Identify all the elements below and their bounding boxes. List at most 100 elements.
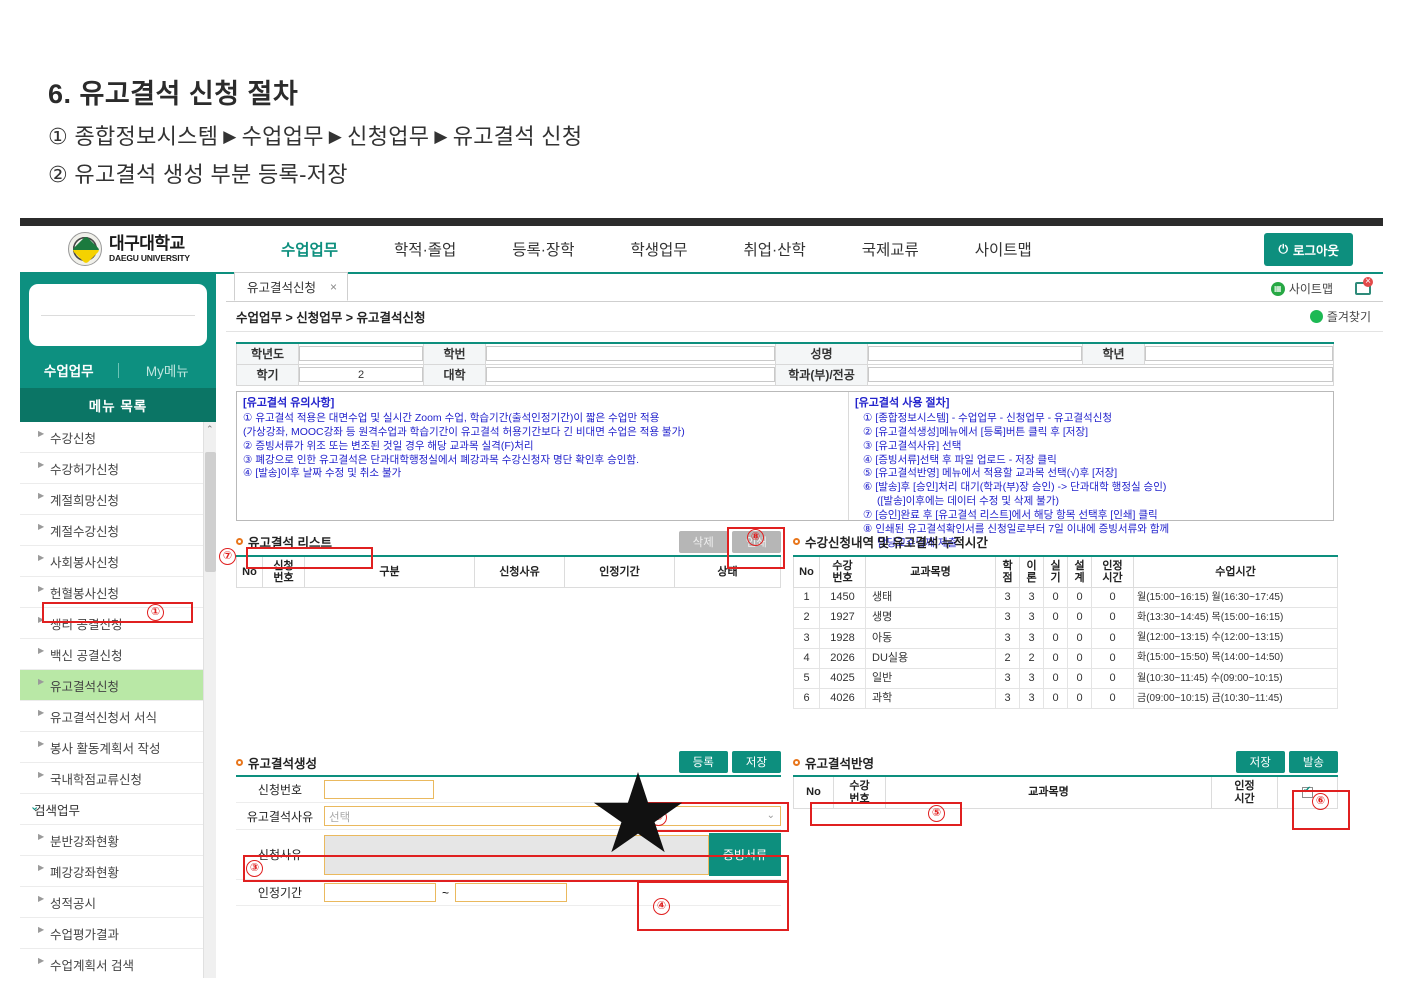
cell-classtime: 월(12:00~13:15) 수(12:00~13:15) — [1133, 627, 1338, 649]
sidebar-item-계절희망신청[interactable]: ▶ 계절희망신청 — [20, 484, 216, 515]
create-absence-section: 유고결석생성 등록 저장 신청번호 — [236, 751, 781, 907]
field-성명[interactable] — [867, 342, 1083, 365]
logout-button[interactable]: ⏻ 로그아웃 — [1264, 232, 1353, 266]
scrollbar-thumb[interactable] — [205, 452, 216, 572]
tab-divider — [117, 362, 119, 378]
th-hours: 인정시간 — [1211, 775, 1278, 809]
table-row[interactable]: 6 4026 과학 3 3 0 0 0 금(09:00~10:15) 금(10:… — [793, 688, 1338, 710]
logout-label: 로그아웃 — [1292, 243, 1339, 258]
sidebar-search-box[interactable] — [29, 284, 207, 346]
close-icon[interactable]: × — [330, 279, 338, 294]
sidebar-item-수강허가신청[interactable]: ▶ 수강허가신청 — [20, 453, 216, 484]
form-row-reason-type: 유고결석사유 선택 ⌄ — [236, 802, 781, 831]
nav-item-국제교류[interactable]: 국제교류 — [861, 242, 919, 259]
delete-button[interactable]: 삭제 — [678, 530, 728, 553]
sidebar-item-백신공결신청[interactable]: ▶ 백신 공결신청 — [20, 639, 216, 670]
field-학기[interactable]: 2 — [298, 363, 424, 386]
cell-design: 0 — [1067, 667, 1092, 690]
sidebar-item-폐강강좌현황[interactable]: ▶ 폐강강좌현황 — [20, 856, 216, 887]
input-신청번호[interactable] — [324, 780, 434, 800]
sidebar-item-유고결석신청서서식[interactable]: ▶ 유고결석신청서 서식 — [20, 701, 216, 732]
sidebar-scrollbar[interactable]: ⌃ — [203, 422, 216, 978]
sidebar-item-생리공결신청[interactable]: ▶ 생리 공결신청 — [20, 608, 216, 639]
save-button[interactable]: 저장 — [1235, 751, 1285, 774]
input-성명[interactable] — [868, 346, 1082, 362]
sidebar-item-수업계획서검색[interactable]: ▶ 수업계획서 검색 — [20, 949, 216, 978]
nav-item-사이트맵[interactable]: 사이트맵 — [974, 242, 1032, 259]
label-신청번호: 신청번호 — [236, 776, 324, 804]
input-대학[interactable] — [486, 367, 775, 382]
field-학년[interactable] — [1144, 342, 1334, 365]
sidebar-item-분반강좌현황[interactable]: ▶ 분반강좌현황 — [20, 825, 216, 856]
content-area: 학년도 학번 성명 학년 학기 2 대학 — [226, 332, 1383, 907]
period-separator: ~ — [442, 885, 450, 900]
table-row[interactable]: 4 2026 DU실용 2 2 0 0 0 화(15:00~15:50) 목(1… — [793, 647, 1338, 669]
table-row[interactable]: 3 1928 아동 3 3 0 0 0 월(12:00~13:15) 수(12:… — [793, 627, 1338, 649]
university-logo[interactable]: 대구대학교 DAEGU UNIVERSITY — [68, 232, 253, 266]
checkbox-select-all[interactable] — [1302, 785, 1313, 798]
table-row[interactable]: 1 1450 생태 3 3 0 0 0 월(15:00~16:15) 월(16:… — [793, 587, 1338, 609]
power-icon: ⏻ — [1278, 241, 1288, 256]
bullet-icon — [793, 538, 800, 545]
nav-item-학생업무[interactable]: 학생업무 — [630, 242, 688, 259]
field-학번[interactable] — [485, 342, 776, 365]
nav-item-학적졸업[interactable]: 학적·졸업 — [394, 242, 457, 259]
cell-credit: 3 — [995, 688, 1020, 710]
cell-credit: 3 — [995, 627, 1020, 649]
input-인정기간-시작[interactable] — [324, 883, 436, 903]
sitemap-link[interactable]: ▦ 사이트맵 — [1270, 280, 1333, 297]
input-학년[interactable] — [1145, 346, 1333, 362]
sidebar-item-봉사활동계획서작성[interactable]: ▶ 봉사 활동계획서 작성 — [20, 732, 216, 763]
sidebar-item-계절수강신청[interactable]: ▶ 계절수강신청 — [20, 515, 216, 546]
input-학과전공[interactable] — [868, 367, 1333, 382]
triangle-icon: ▶ — [38, 584, 45, 593]
sidebar-item-label: 계절희망신청 — [50, 493, 120, 508]
th-status: 상태 — [674, 554, 781, 589]
send-button[interactable]: 발송 — [1288, 751, 1338, 774]
table-row[interactable]: 5 4025 일반 3 3 0 0 0 월(10:30~11:45) 수(09:… — [793, 667, 1338, 690]
triangle-icon: ▶ — [38, 832, 45, 841]
input-신청사유[interactable] — [324, 834, 709, 875]
close-all-windows-icon[interactable] — [1355, 277, 1373, 295]
triangle-icon: ▶ — [38, 894, 45, 903]
table-row[interactable]: 2 1927 생명 3 3 0 0 0 화(13:30~14:45) 목(15:… — [793, 607, 1338, 629]
field-대학[interactable] — [485, 363, 776, 386]
register-button[interactable]: 등록 — [678, 751, 728, 774]
nav-item-등록장학[interactable]: 등록·장학 — [512, 242, 575, 259]
field-인정기간[interactable]: ~ — [324, 879, 781, 907]
field-학과전공[interactable] — [867, 363, 1334, 386]
sidebar-item-성적공시[interactable]: ▶ 성적공시 — [20, 887, 216, 918]
sidebar-item-수강신청[interactable]: ▶ 수강신청 — [20, 422, 216, 453]
favorite-button[interactable]: 즐겨찾기 — [1309, 308, 1371, 325]
field-학년도[interactable] — [298, 342, 424, 365]
sidebar-item-헌혈봉사신청[interactable]: ▶ 헌혈봉사신청 — [20, 577, 216, 608]
student-info-form: 학년도 학번 성명 학년 학기 2 대학 — [236, 342, 1334, 386]
field-신청사유[interactable]: 증빙서류 — [324, 829, 781, 881]
select-유고결석사유[interactable]: 선택 ⌄ — [324, 806, 781, 827]
sidebar-item-국내학점교류신청[interactable]: ▶ 국내학점교류신청 — [20, 763, 216, 794]
sidebar-item-유고결석신청[interactable]: ▶ 유고결석신청 — [20, 670, 216, 701]
sidebar-item-수업평가결과[interactable]: ▶ 수업평가결과 — [20, 918, 216, 949]
nav-item-수업업무[interactable]: 수업업무 — [281, 242, 339, 259]
field-신청번호[interactable] — [324, 776, 781, 804]
input-학번[interactable] — [486, 346, 775, 362]
sidebar-item-label: 폐강강좌현황 — [50, 865, 120, 880]
page-tab-유고결석신청[interactable]: 유고결석신청 × — [234, 272, 349, 301]
evidence-button[interactable]: 증빙서류 — [708, 833, 781, 877]
sidebar-group-검색업무[interactable]: ⌄ 검색업무 — [20, 794, 216, 825]
sidebar-item-사회봉사신청[interactable]: ▶ 사회봉사신청 — [20, 546, 216, 577]
notice-left-line-3: ③ 폐강으로 인한 유고결석은 단과대학행정실에서 폐강과목 수강신청자 명단 … — [243, 453, 640, 466]
input-인정기간-종료[interactable] — [455, 883, 568, 903]
sidebar-tab-수업업무[interactable]: 수업업무 — [43, 364, 94, 379]
scroll-up-icon[interactable]: ⌃ — [206, 424, 214, 434]
field-유고결석사유[interactable]: 선택 ⌄ — [324, 802, 781, 831]
save-button[interactable]: 저장 — [731, 751, 781, 774]
nav-item-취업산학[interactable]: 취업·산학 — [743, 242, 806, 259]
sidebar-tab-mymenu[interactable]: My메뉴 — [145, 364, 189, 379]
th-hours-label: 인정시간 — [1102, 559, 1123, 584]
course-list-title: 수강신청내역 및 유고결석 누적시간 — [805, 536, 988, 550]
input-학년도[interactable] — [299, 346, 423, 362]
input-학기[interactable]: 2 — [299, 367, 423, 382]
th-reqno-label: 신청번호 — [273, 559, 294, 584]
label-유고결석사유: 유고결석사유 — [236, 802, 324, 831]
